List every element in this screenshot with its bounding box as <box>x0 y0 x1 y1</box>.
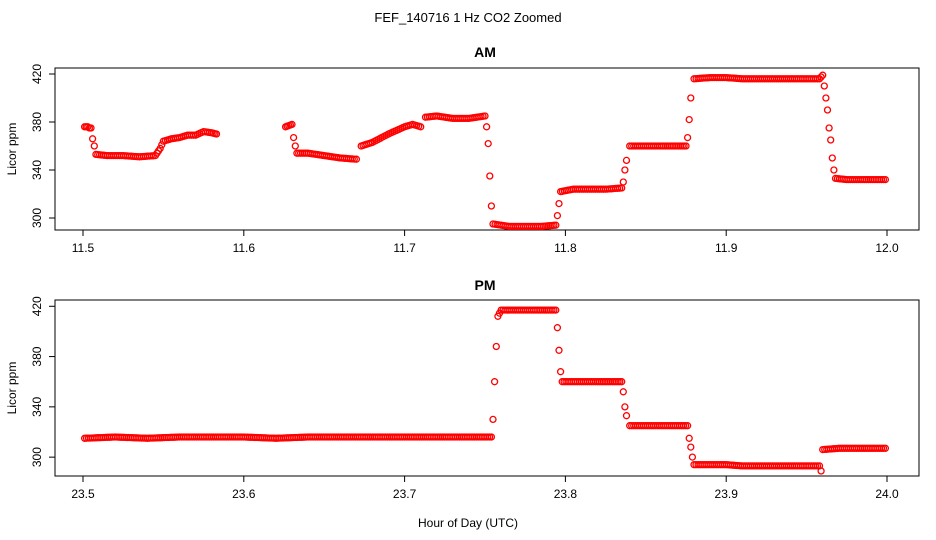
pm-x-tick-label: 23.7 <box>393 487 417 501</box>
pm-data-point <box>619 388 627 396</box>
pm-data-point <box>556 368 565 376</box>
pm-data-point <box>553 324 562 332</box>
am-data-point <box>881 175 890 184</box>
pm-data-points <box>80 306 890 475</box>
am-data-point <box>352 155 361 163</box>
am-data-point <box>481 112 489 120</box>
am-data-point <box>828 154 836 162</box>
pm-data-point <box>555 346 563 354</box>
am-data-point <box>156 144 164 153</box>
pm-data-point <box>817 467 825 475</box>
am-data-point <box>291 142 299 150</box>
am-data-point <box>621 166 629 174</box>
am-y-axis-label: Licor ppm <box>5 123 19 176</box>
am-y-tick-label: 380 <box>30 112 44 132</box>
pm-data-point <box>487 433 496 441</box>
am-panel: AM 11.5 11.6 11.7 11.8 11.9 12.0 300 340 380 420… <box>5 44 920 255</box>
am-x-tick-label: 11.7 <box>393 241 416 255</box>
am-plot-area <box>54 67 920 231</box>
x-axis-label: Hour of Day (UTC) <box>418 516 518 530</box>
am-data-point <box>622 156 631 165</box>
am-y-tick-label: 300 <box>30 208 44 228</box>
am-data-point <box>830 166 838 174</box>
am-x-tick-label: 11.9 <box>715 241 738 255</box>
pm-panel-title: PM <box>475 277 496 293</box>
pm-data-point <box>688 453 697 461</box>
am-panel-title: AM <box>474 44 496 60</box>
am-data-point <box>90 142 98 150</box>
pm-data-point <box>618 378 626 386</box>
pm-plot-area <box>54 299 920 477</box>
am-x-tick-label: 11.6 <box>233 241 256 255</box>
am-data-point <box>822 94 830 102</box>
am-data-point <box>819 71 827 79</box>
pm-x-tick-label: 24.0 <box>875 487 899 501</box>
am-y-tick-label: 340 <box>30 160 44 180</box>
pm-y-tick-label: 300 <box>30 447 44 467</box>
am-x-tick-label: 12.0 <box>875 241 899 255</box>
am-data-points <box>80 71 890 231</box>
pm-data-point <box>490 378 499 386</box>
pm-panel: PM 23.5 23.6 23.7 23.8 23.9 24.0 300 340 380 420… <box>5 277 920 501</box>
am-data-point <box>417 123 425 131</box>
am-data-point <box>288 120 296 129</box>
am-data-point <box>619 178 627 186</box>
am-data-point <box>484 139 492 148</box>
am-data-point <box>84 123 92 131</box>
am-data-point <box>823 106 832 114</box>
figure-title: FEF_140716 1 Hz CO2 Zoomed <box>374 10 561 25</box>
pm-data-point <box>492 342 500 351</box>
am-data-point <box>482 123 491 131</box>
pm-x-tick-label: 23.8 <box>554 487 578 501</box>
pm-y-axis: 300 340 380 420 <box>30 296 55 467</box>
am-data-point <box>683 133 692 142</box>
pm-y-tick-label: 340 <box>30 397 44 417</box>
am-data-point <box>817 73 825 81</box>
pm-data-point <box>622 412 631 420</box>
pm-y-axis-label: Licor ppm <box>5 362 19 415</box>
am-x-tick-label: 11.5 <box>72 241 95 255</box>
pm-data-point <box>687 443 695 451</box>
am-data-point <box>552 221 560 229</box>
am-x-axis: 11.5 11.6 11.7 11.8 11.9 12.0 <box>72 230 899 255</box>
pm-x-tick-label: 23.9 <box>715 487 739 501</box>
am-data-point <box>682 142 690 150</box>
am-data-point <box>87 124 95 132</box>
am-data-point <box>487 202 496 210</box>
am-data-point <box>555 199 563 208</box>
pm-x-tick-label: 23.5 <box>71 487 95 501</box>
am-data-point <box>212 130 221 138</box>
am-data-point <box>820 82 828 90</box>
pm-data-point <box>683 422 692 430</box>
pm-data-point <box>881 444 890 452</box>
am-data-point <box>827 136 835 144</box>
pm-data-point <box>489 415 497 424</box>
am-data-point <box>289 133 298 142</box>
pm-y-tick-label: 420 <box>30 296 44 316</box>
am-data-point <box>687 94 695 102</box>
am-y-tick-label: 420 <box>30 64 44 84</box>
pm-x-axis: 23.5 23.6 23.7 23.8 23.9 24.0 <box>71 476 899 501</box>
am-data-point <box>825 124 833 132</box>
pm-data-point <box>552 306 560 314</box>
pm-data-point <box>621 403 629 411</box>
am-data-point <box>158 141 166 149</box>
am-data-point <box>88 135 97 143</box>
am-data-point <box>553 211 562 220</box>
pm-x-tick-label: 23.6 <box>232 487 256 501</box>
am-x-tick-label: 11.8 <box>554 241 577 255</box>
pm-data-point <box>685 434 693 442</box>
am-data-point <box>685 115 693 124</box>
am-y-axis: 300 340 380 420 <box>30 64 55 228</box>
am-data-point <box>486 172 494 180</box>
pm-y-tick-label: 380 <box>30 346 44 366</box>
